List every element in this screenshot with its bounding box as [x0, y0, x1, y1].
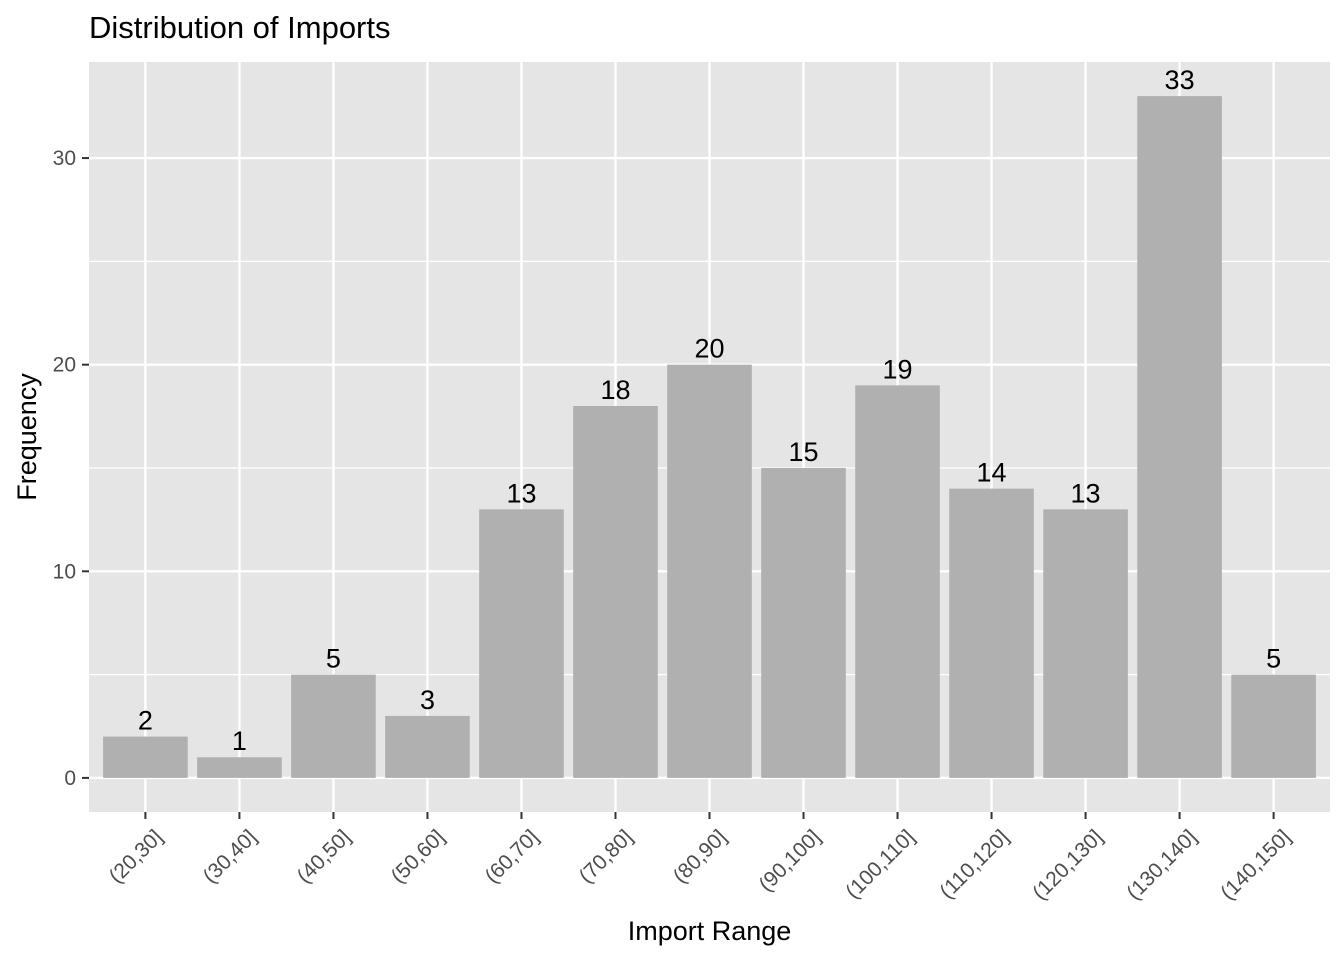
bar [1137, 96, 1222, 778]
bar [103, 736, 188, 778]
data-label: 13 [1071, 478, 1101, 508]
x-tick-label: (30,40] [199, 825, 262, 888]
bar [1231, 674, 1316, 778]
bar [291, 674, 376, 778]
bar [573, 406, 658, 778]
y-tick-label: 10 [53, 560, 76, 583]
y-tick-label: 30 [53, 147, 76, 170]
data-label: 13 [506, 478, 536, 508]
bar [761, 467, 846, 778]
bars-layer [103, 96, 1316, 778]
data-label: 1 [232, 726, 247, 756]
x-tick-label: (120,130] [1028, 825, 1107, 904]
data-label: 15 [788, 437, 818, 467]
y-axis-title: Frequency [12, 373, 42, 501]
chart-title: Distribution of Imports [89, 10, 391, 45]
x-tick-label: (60,70] [481, 825, 544, 888]
data-label: 5 [1266, 644, 1281, 674]
x-tick-label: (130,140] [1122, 825, 1201, 904]
x-tick-label: (100,110] [841, 825, 919, 903]
data-label: 14 [977, 458, 1007, 488]
data-label: 18 [600, 375, 630, 405]
bar [667, 364, 752, 778]
bar [949, 488, 1034, 778]
x-tick-label: (20,30] [105, 825, 168, 888]
x-tick-label: (40,50] [293, 825, 356, 888]
bar [385, 715, 470, 778]
data-label: 3 [420, 685, 435, 715]
data-label: 5 [326, 644, 341, 674]
x-tick-label: (110,120] [935, 825, 1013, 903]
data-label: 2 [138, 706, 153, 736]
x-tick-label: (90,100] [754, 825, 825, 896]
data-label: 33 [1165, 65, 1195, 95]
x-tick-label: (70,80] [575, 825, 638, 888]
bar [197, 757, 282, 778]
x-tick-label: (140,150] [1216, 825, 1295, 904]
y-tick-label: 0 [64, 767, 76, 790]
data-label: 19 [883, 354, 913, 384]
data-label: 20 [694, 334, 724, 364]
bar [1043, 509, 1128, 778]
x-tick-label: (50,60] [387, 825, 450, 888]
bar [479, 509, 564, 778]
x-tick-label: (80,90] [669, 825, 732, 888]
x-axis-title: Import Range [628, 916, 792, 946]
bar [855, 385, 940, 778]
y-tick-label: 20 [53, 354, 76, 377]
